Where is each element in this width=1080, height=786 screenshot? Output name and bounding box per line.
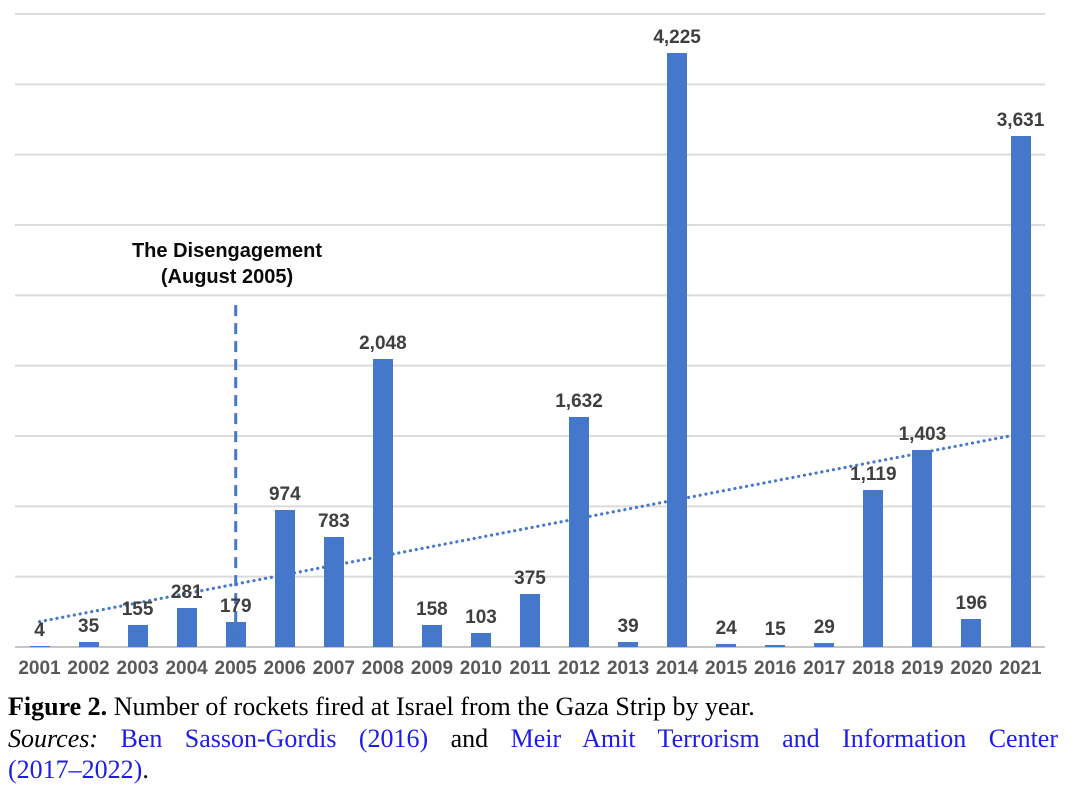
year-label-2011: 2011 xyxy=(509,658,551,679)
bar-2015 xyxy=(716,643,737,647)
bar-2016 xyxy=(765,644,786,647)
value-label-2004: 281 xyxy=(170,581,203,603)
bar-2003 xyxy=(127,625,148,647)
caption-sources-line: Sources: Ben Sasson-Gordis (2016) and Me… xyxy=(8,723,1058,755)
figure-label: Figure 2. xyxy=(8,692,108,721)
year-label-2004: 2004 xyxy=(165,658,208,679)
value-label-2006: 974 xyxy=(268,484,301,505)
caption-sources-line-2: (2017–2022). xyxy=(8,754,1058,786)
sources-label: Sources: xyxy=(8,723,99,753)
year-label-2009: 2009 xyxy=(410,658,454,679)
gridlines-layer xyxy=(15,13,1045,648)
value-label-2008: 2,048 xyxy=(359,332,407,354)
year-label-2020: 2020 xyxy=(950,658,993,679)
connector-text: and xyxy=(428,723,511,753)
value-label-2012: 1,632 xyxy=(555,391,603,413)
year-label-2017: 2017 xyxy=(803,658,846,679)
year-label-2014: 2014 xyxy=(655,658,699,679)
year-label-2016: 2016 xyxy=(754,658,797,679)
value-label-2010: 103 xyxy=(465,606,497,628)
value-label-2017: 29 xyxy=(813,616,835,638)
bar-2007 xyxy=(323,536,344,647)
value-label-2014: 4,225 xyxy=(653,26,701,48)
year-label-2002: 2002 xyxy=(67,658,110,679)
year-label-2003: 2003 xyxy=(116,658,159,679)
bar-2021 xyxy=(1010,136,1031,647)
year-label-2013: 2013 xyxy=(606,658,650,679)
bar-2012 xyxy=(569,417,589,647)
bar-2020 xyxy=(961,619,982,647)
bar-2011 xyxy=(520,594,540,648)
year-label-2015: 2015 xyxy=(705,658,748,679)
space xyxy=(98,724,120,753)
year-label-2012: 2012 xyxy=(557,658,601,679)
source-link-ben-sasson-gordis[interactable]: Ben Sasson-Gordis (2016) xyxy=(120,723,429,753)
bar-2006 xyxy=(274,510,295,647)
value-label-2002: 35 xyxy=(78,616,100,638)
bar-2014 xyxy=(667,52,688,647)
year-label-2001: 2001 xyxy=(18,658,61,679)
value-label-2019: 1,403 xyxy=(898,423,947,445)
bar-2004 xyxy=(176,607,197,647)
bar-2001 xyxy=(29,646,50,647)
linear-trendline xyxy=(37,432,1023,624)
bars-layer xyxy=(29,52,1031,648)
bar-2008 xyxy=(372,358,393,647)
value-label-2015: 24 xyxy=(715,617,737,639)
caption-line-1: Figure 2. Number of rockets fired at Isr… xyxy=(8,691,1058,723)
bar-2010 xyxy=(471,632,491,647)
value-labels-layer: 4 35 155 281 179 974 783 2,048 158 103 375 1,632 39 4… xyxy=(34,26,1045,641)
value-label-2009: 158 xyxy=(416,598,448,620)
caption-final-period: . xyxy=(142,755,149,784)
bar-2013 xyxy=(618,641,639,647)
annotation-line-2: (August 2005) xyxy=(160,266,294,288)
disengagement-annotation: The Disengagement (August 2005) xyxy=(95,238,359,290)
value-label-2016: 15 xyxy=(764,618,786,640)
value-label-2021: 3,631 xyxy=(996,110,1045,132)
source-link-meir-amit-center[interactable]: Meir Amit Terrorism and Information Cent… xyxy=(510,723,1059,753)
year-label-2008: 2008 xyxy=(361,658,404,679)
trendline-layer xyxy=(37,305,1023,645)
figure-title-text: Number of rockets fired at Israel from t… xyxy=(107,692,755,721)
value-label-2001: 4 xyxy=(34,620,45,641)
year-label-2021: 2021 xyxy=(999,658,1042,679)
bar-2005 xyxy=(225,621,246,647)
year-labels-layer: 2001 2002 2003 2004 2005 2006 2007 2008 2009 2010… xyxy=(18,658,1042,679)
annotation-line-1: The Disengagement xyxy=(131,240,323,262)
year-label-2019: 2019 xyxy=(901,658,944,679)
rockets-per-year-bar-chart: The Disengagement (August 2005) 4 35 155 28… xyxy=(15,13,1045,679)
year-label-2006: 2006 xyxy=(263,658,306,679)
year-label-2007: 2007 xyxy=(312,658,355,679)
value-label-2007: 783 xyxy=(317,510,350,532)
value-label-2011: 375 xyxy=(514,568,546,590)
value-label-2003: 155 xyxy=(121,599,154,621)
value-label-2005: 179 xyxy=(219,595,252,617)
bar-2017 xyxy=(814,642,835,647)
value-label-2018: 1,119 xyxy=(850,463,897,485)
bar-2009 xyxy=(421,624,442,647)
value-label-2013: 39 xyxy=(617,615,639,637)
year-label-2010: 2010 xyxy=(459,658,503,679)
bar-2018 xyxy=(863,489,884,647)
bar-2002 xyxy=(78,642,99,647)
year-label-2005: 2005 xyxy=(214,658,257,679)
figure-caption: Figure 2. Number of rockets fired at Isr… xyxy=(8,691,1058,786)
value-label-2020: 196 xyxy=(955,593,988,615)
year-label-2018: 2018 xyxy=(852,658,895,679)
source-link-meir-amit-years[interactable]: (2017–2022) xyxy=(8,755,143,784)
bar-2019 xyxy=(912,449,933,647)
